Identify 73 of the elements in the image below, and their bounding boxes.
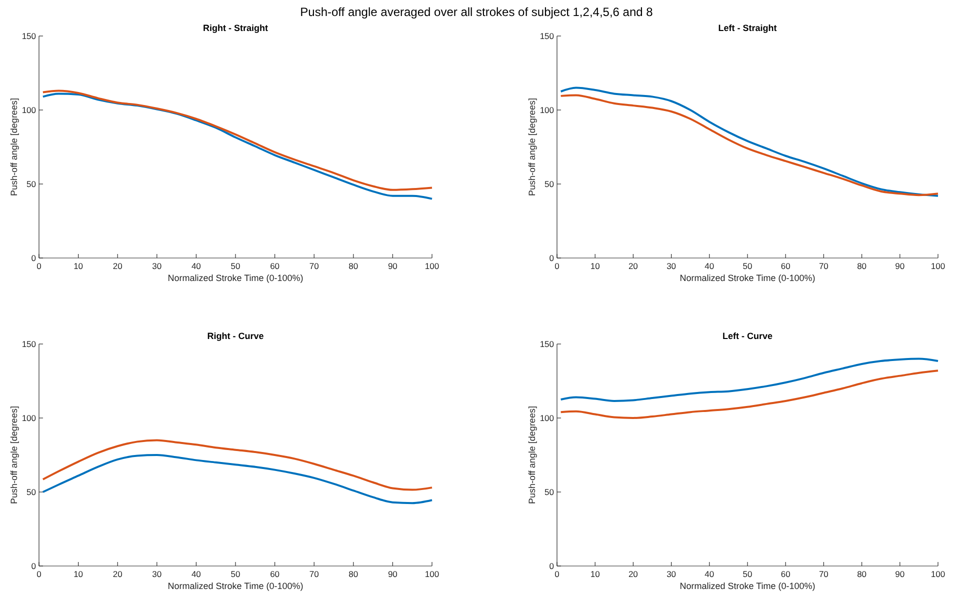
y-tick-label: 100 — [22, 413, 36, 423]
x-axis-title: Normalized Stroke Time (0-100%) — [680, 581, 816, 591]
x-tick-label: 50 — [230, 261, 240, 271]
x-tick-label: 30 — [152, 261, 162, 271]
x-tick-label: 100 — [424, 261, 440, 271]
x-tick-label: 80 — [348, 261, 358, 271]
x-tick-label: 60 — [270, 569, 280, 579]
x-tick-label: 10 — [590, 261, 600, 271]
y-tick-label: 50 — [544, 487, 554, 497]
y-tick-label: 150 — [22, 31, 36, 41]
x-tick-label: 40 — [191, 261, 202, 271]
x-tick-label: 20 — [112, 569, 123, 579]
x-tick-label: 10 — [74, 261, 84, 271]
y-axis-title: Push-off angle [degrees] — [527, 406, 537, 504]
y-tick-label: 150 — [22, 339, 36, 349]
chart-title: Left - Straight — [718, 23, 777, 33]
x-tick-label: 100 — [424, 569, 440, 579]
x-tick-label: 30 — [666, 569, 676, 579]
x-tick-label: 70 — [309, 261, 320, 271]
x-tick-label: 30 — [152, 569, 162, 579]
x-tick-label: 70 — [818, 569, 829, 579]
line-series — [42, 439, 433, 491]
y-tick-label: 100 — [540, 413, 554, 423]
line-series — [560, 370, 939, 419]
x-tick-label: 40 — [704, 261, 714, 271]
y-tick-label: 0 — [549, 561, 554, 571]
x-tick-label: 100 — [930, 261, 946, 271]
x-tick-label: 90 — [388, 569, 398, 579]
x-tick-label: 50 — [230, 569, 240, 579]
x-tick-label: 60 — [780, 569, 791, 579]
x-tick-label: 80 — [857, 261, 867, 271]
x-tick-label: 40 — [191, 569, 202, 579]
y-tick-label: 100 — [540, 105, 554, 115]
x-tick-label: 20 — [628, 569, 638, 579]
y-tick-label: 150 — [540, 339, 554, 349]
x-tick-label: 90 — [895, 569, 905, 579]
x-tick-label: 50 — [742, 261, 752, 271]
x-tick-label: 80 — [857, 569, 867, 579]
chart-title: Left - Curve — [722, 331, 773, 341]
chart-title: Right - Curve — [207, 331, 264, 341]
x-tick-label: 100 — [930, 569, 946, 579]
x-tick-label: 20 — [628, 261, 638, 271]
y-tick-label: 0 — [31, 253, 36, 263]
x-tick-label: 40 — [704, 569, 714, 579]
y-tick-label: 0 — [31, 561, 36, 571]
text: Push-off angle averaged over all strokes of subject 1,2,4,5,6 and 8 — [300, 5, 654, 19]
y-tick-label: 150 — [540, 31, 554, 41]
y-axis-title: Push-off angle [degrees] — [9, 98, 19, 196]
x-tick-label: 60 — [270, 261, 280, 271]
y-tick-label: 50 — [544, 179, 554, 189]
y-axis-title: Push-off angle [degrees] — [9, 406, 19, 504]
x-axis-title: Normalized Stroke Time (0-100%) — [168, 273, 304, 283]
x-tick-label: 10 — [590, 569, 600, 579]
x-tick-label: 20 — [112, 261, 123, 271]
y-tick-label: 50 — [26, 487, 36, 497]
chart-title: Right - Straight — [203, 23, 268, 33]
line-series — [42, 454, 433, 504]
y-tick-label: 100 — [22, 105, 36, 115]
x-tick-label: 70 — [818, 261, 829, 271]
x-axis-title: Normalized Stroke Time (0-100%) — [680, 273, 816, 283]
x-tick-label: 90 — [388, 261, 398, 271]
x-tick-label: 10 — [74, 569, 84, 579]
y-tick-label: 50 — [26, 179, 36, 189]
y-axis-title: Push-off angle [degrees] — [527, 98, 537, 196]
x-tick-label: 60 — [780, 261, 791, 271]
line-series — [560, 358, 939, 402]
x-tick-label: 80 — [348, 569, 358, 579]
y-tick-label: 0 — [549, 253, 554, 263]
x-axis-title: Normalized Stroke Time (0-100%) — [168, 581, 304, 591]
x-tick-label: 50 — [742, 569, 752, 579]
x-tick-label: 90 — [895, 261, 905, 271]
x-tick-label: 70 — [309, 569, 320, 579]
x-tick-label: 30 — [666, 261, 676, 271]
